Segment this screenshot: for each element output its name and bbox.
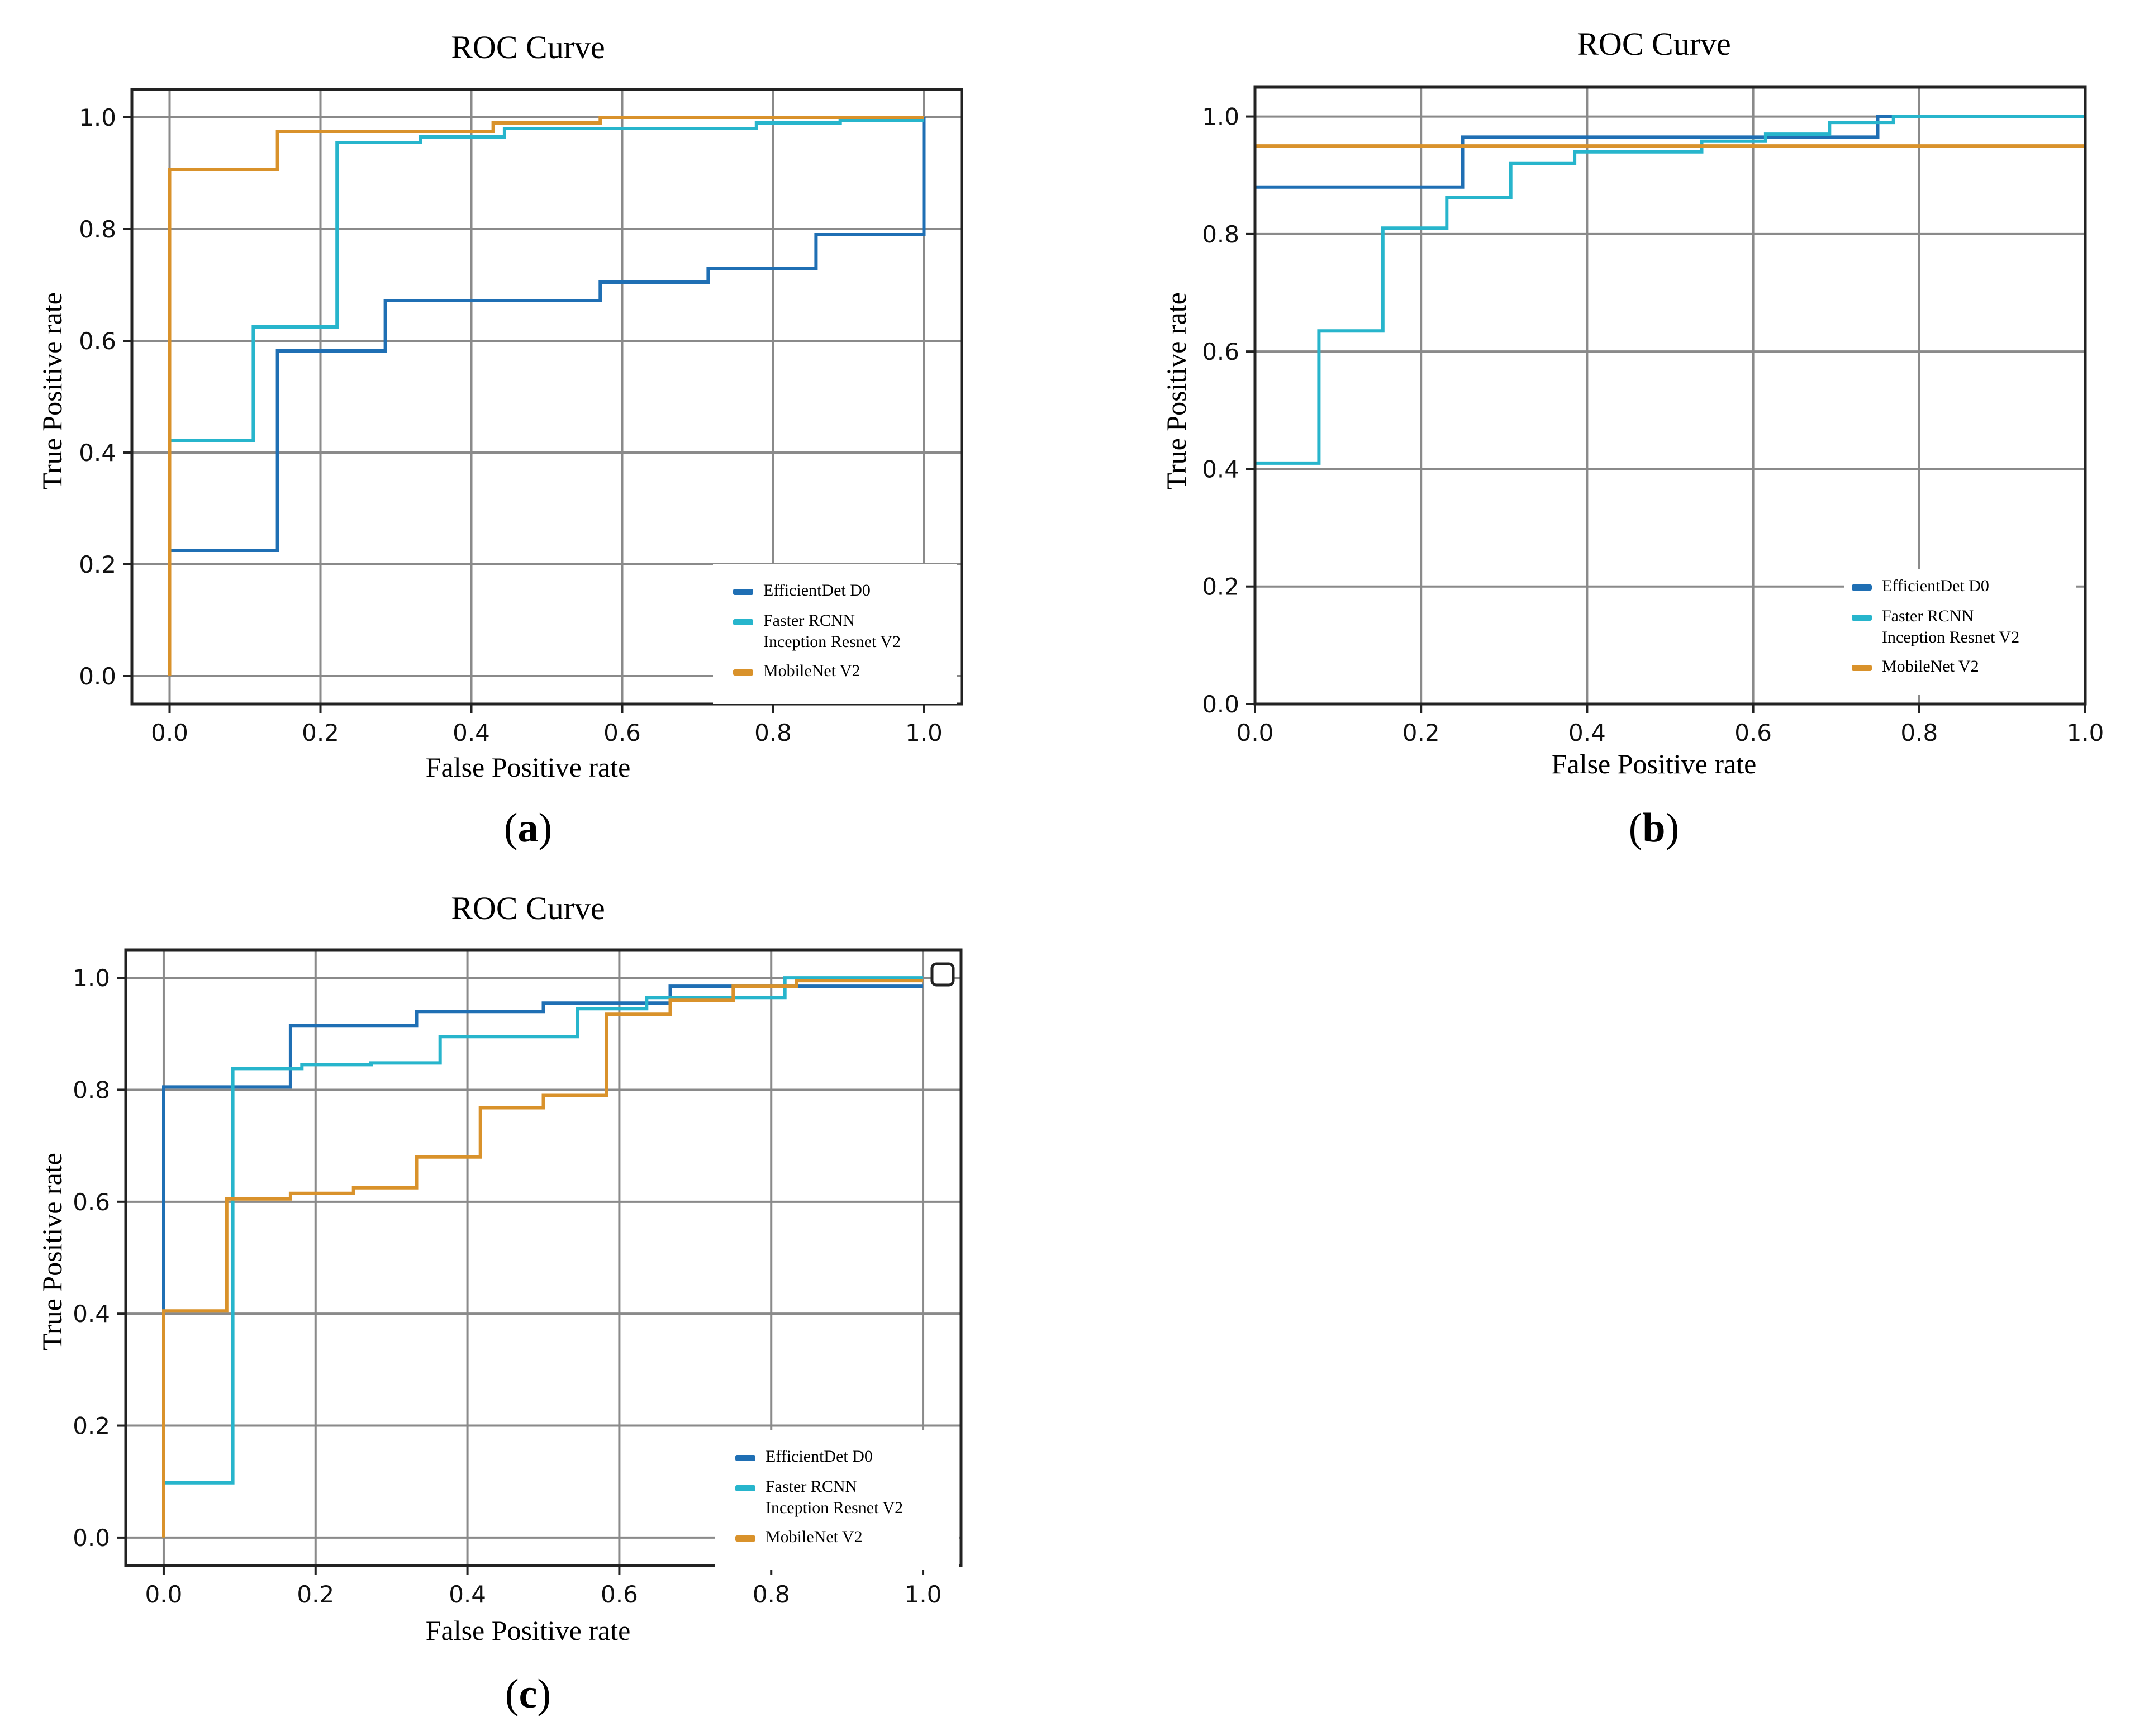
legend-label-faster-rcnn-b: Faster RCNN Inception Resnet V2 [1882,607,2020,646]
legend-item-mobilenet-a: MobileNet V2 [733,660,860,682]
x-axis-label-b: False Positive rate [1552,748,1757,779]
y-tick-label-a-3: 0.6 [79,327,116,355]
y-tick-label-b-2: 0.4 [1202,455,1239,483]
x-tick-label-b-1: 0.2 [1402,719,1440,746]
legend-b: EfficientDet D0 Faster RCNN Inception Re… [1844,569,2076,695]
x-tick-label-b-0: 0.0 [1237,719,1274,746]
y-tick-label-a-1: 0.2 [79,551,116,578]
legend-handle-icon-c [930,962,955,987]
y-axis-label-c: True Positive rate [36,1153,68,1350]
series-line-b-faster_rcnn [1255,115,2085,465]
y-tick-label-a-0: 0.0 [79,663,116,690]
legend-item-faster-rcnn-a: Faster RCNN Inception Resnet V2 [733,610,901,653]
legend-item-efficientdet-c: EfficientDet D0 [735,1446,873,1467]
y-tick-label-c-2: 0.4 [73,1300,110,1328]
legend-swatch-mobilenet-b [1852,665,1872,671]
y-tick-label-b-1: 0.2 [1202,573,1239,601]
legend-label-mobilenet-a: MobileNet V2 [763,662,860,680]
series-line-c-mobilenet [162,979,923,1538]
x-tick-label-c-0: 0.0 [145,1581,183,1608]
legend-item-efficientdet-b: EfficientDet D0 [1852,576,1989,597]
plot-frame-c [124,948,963,1567]
legend-label-efficientdet-a: EfficientDet D0 [763,581,871,600]
x-tick-label-c-2: 0.4 [449,1581,486,1608]
y-tick-label-b-0: 0.0 [1202,691,1239,718]
caption-c: (c) [505,1671,551,1717]
x-tick-label-a-1: 0.2 [302,719,339,746]
legend-swatch-faster-rcnn-a [733,619,753,625]
y-tick-label-b-5: 1.0 [1202,103,1239,131]
y-tick-label-c-1: 0.2 [73,1412,110,1440]
series-line-a-mobilenet [168,116,924,676]
x-tick-label-b-5: 1.0 [2067,719,2104,746]
plot-frame-b [1253,85,2087,706]
y-tick-label-c-3: 0.6 [73,1188,110,1216]
legend-label-mobilenet-c: MobileNet V2 [766,1528,863,1546]
legend-item-mobilenet-c: MobileNet V2 [735,1526,863,1548]
legend-swatch-efficientdet-c [735,1455,755,1461]
chart-title-b: ROC Curve [1577,26,1731,62]
series-line-a-faster_rcnn [168,118,924,676]
y-tick-label-c-4: 0.8 [73,1076,110,1104]
legend-item-efficientdet-a: EfficientDet D0 [733,580,871,601]
legend-swatch-efficientdet-b [1852,584,1872,591]
x-tick-label-b-2: 0.4 [1568,719,1606,746]
legend-c: EfficientDet D0 Faster RCNN Inception Re… [715,1430,959,1570]
x-tick-label-c-5: 1.0 [905,1581,942,1608]
y-axis-label-a: True Positive rate [36,292,68,490]
y-tick-label-c-5: 1.0 [73,964,110,992]
y-tick-label-c-0: 0.0 [73,1524,110,1552]
legend-swatch-faster-rcnn-b [1852,615,1872,621]
legend-swatch-mobilenet-c [735,1535,755,1542]
chart-title-a: ROC Curve [451,29,605,65]
y-tick-label-a-2: 0.4 [79,439,116,467]
x-tick-label-b-3: 0.6 [1734,719,1772,746]
legend-item-faster-rcnn-c: Faster RCNN Inception Resnet V2 [735,1476,903,1519]
y-tick-label-a-4: 0.8 [79,216,116,243]
caption-b: (b) [1628,805,1680,851]
x-tick-label-a-3: 0.6 [603,719,641,746]
chart-title-c: ROC Curve [451,890,605,926]
series-line-c-faster_rcnn [162,976,923,1538]
roc-chart-b: ROC Curve False Positive rate True Posit… [1161,26,2104,779]
legend-label-faster-rcnn-c: Faster RCNN Inception Resnet V2 [766,1477,904,1517]
y-tick-label-b-4: 0.8 [1202,221,1239,248]
plot-frame-a [130,88,963,706]
y-axis-label-b: True Positive rate [1161,292,1192,490]
legend-item-mobilenet-b: MobileNet V2 [1852,656,1979,677]
x-tick-label-a-5: 1.0 [905,719,943,746]
roc-chart-c: ROC Curve False Positive rate True Posit… [36,890,963,1646]
x-tick-label-c-3: 0.6 [601,1581,638,1608]
x-tick-label-b-4: 0.8 [1900,719,1938,746]
x-tick-label-c-1: 0.2 [297,1581,334,1608]
x-tick-label-a-0: 0.0 [151,719,188,746]
legend-item-faster-rcnn-b: Faster RCNN Inception Resnet V2 [1852,606,2019,648]
x-tick-label-a-4: 0.8 [754,719,792,746]
y-tick-label-b-3: 0.6 [1202,338,1239,365]
x-axis-label-c: False Positive rate [426,1615,631,1646]
legend-a: EfficientDet D0 Faster RCNN Inception Re… [713,564,957,704]
caption-a: (a) [503,805,553,851]
legend-label-efficientdet-c: EfficientDet D0 [766,1447,873,1466]
legend-label-mobilenet-b: MobileNet V2 [1882,657,1979,676]
x-axis-label-a: False Positive rate [426,752,631,783]
x-tick-label-a-2: 0.4 [453,719,490,746]
roc-chart-a: ROC Curve False Positive rate True Posit… [36,29,963,783]
legend-label-efficientdet-b: EfficientDet D0 [1882,577,1989,595]
legend-swatch-mobilenet-a [733,669,753,676]
x-tick-label-c-4: 0.8 [753,1581,790,1608]
legend-label-faster-rcnn-a: Faster RCNN Inception Resnet V2 [763,611,901,651]
y-tick-label-a-5: 1.0 [79,104,116,131]
series-line-a-efficientdet [168,117,926,676]
legend-swatch-faster-rcnn-c [735,1485,755,1491]
legend-swatch-efficientdet-a [733,589,753,595]
